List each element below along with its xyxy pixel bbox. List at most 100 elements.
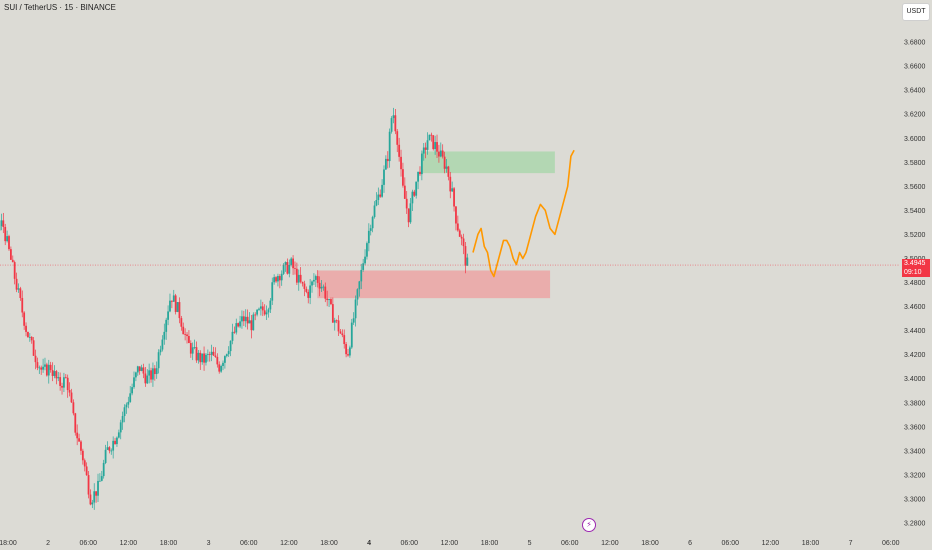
candle-body xyxy=(23,312,26,326)
candle-body xyxy=(172,295,175,302)
candle-body xyxy=(51,369,54,376)
time-tick-label: 06:00 xyxy=(79,540,97,547)
candle-body xyxy=(311,281,313,286)
currency-button[interactable]: USDT xyxy=(902,3,930,21)
candle-body xyxy=(218,364,221,372)
price-tick-label: 3.6400 xyxy=(904,88,926,95)
candle-body xyxy=(409,203,412,223)
candle-body xyxy=(254,314,257,316)
candle-body xyxy=(216,356,219,365)
candle-body xyxy=(34,355,37,363)
candle-body xyxy=(403,185,406,199)
candle-body xyxy=(419,171,421,175)
candle-body xyxy=(25,325,27,332)
price-tick-label: 3.3000 xyxy=(904,496,926,503)
candle-body xyxy=(258,308,260,310)
candle-body xyxy=(303,283,306,289)
candle-body xyxy=(280,273,283,281)
candle-body xyxy=(326,298,329,301)
candle-body xyxy=(55,371,58,379)
candle-body xyxy=(6,236,9,242)
candle-body xyxy=(396,131,399,145)
candle-body xyxy=(201,353,204,363)
candle-body xyxy=(415,181,418,196)
candle-body xyxy=(28,336,31,338)
candle-body xyxy=(32,340,35,356)
candle-body xyxy=(102,462,105,477)
candle-body xyxy=(400,156,402,170)
time-tick-label: 18:00 xyxy=(160,540,178,547)
time-tick-label: 12:00 xyxy=(762,540,780,547)
candle-body xyxy=(203,353,205,363)
time-axis[interactable]: 18:00 2 06:00 12:00 18:00 3 06:00 12:00 18:00 4 06… xyxy=(0,540,900,547)
candle-body xyxy=(150,370,152,380)
price-tick-label: 3.3200 xyxy=(904,472,926,479)
candle-body xyxy=(212,351,215,356)
price-tick-label: 3.4800 xyxy=(904,280,926,287)
candle-body xyxy=(178,302,181,319)
price-tick-label: 3.6200 xyxy=(904,112,926,119)
candle-body xyxy=(261,306,264,311)
candle-body xyxy=(225,354,228,357)
candle-body xyxy=(447,166,450,177)
price-axis[interactable]: 3.70003.68003.66003.64003.62003.60003.58… xyxy=(904,16,926,528)
candle-body xyxy=(320,286,323,289)
candle-body xyxy=(362,263,365,270)
candle-body xyxy=(339,331,342,334)
candle-body xyxy=(89,494,92,505)
candle-body xyxy=(392,115,395,119)
candle-body xyxy=(252,314,255,331)
lightning-icon[interactable]: ⚡ xyxy=(582,518,596,532)
candle-body xyxy=(297,274,300,283)
candle-body xyxy=(4,226,7,242)
candle-body xyxy=(449,176,452,192)
time-tick-label: 12:00 xyxy=(120,540,138,547)
candle-body xyxy=(259,306,262,309)
candle-body xyxy=(460,236,463,239)
symbol-title[interactable]: SUI / TetherUS · 15 · BINANCE xyxy=(4,3,116,12)
zones-layer xyxy=(317,151,555,299)
time-tick-label: 06:00 xyxy=(721,540,739,547)
candle-body xyxy=(373,205,376,218)
candle-body xyxy=(129,393,132,402)
price-tick-label: 3.4600 xyxy=(904,304,926,311)
candle-body xyxy=(112,440,115,451)
candle-body xyxy=(197,352,200,361)
time-tick-label: 06:00 xyxy=(561,540,579,547)
time-tick-label: 18:00 xyxy=(0,540,17,547)
overlays-layer xyxy=(0,149,900,278)
candle-body xyxy=(263,310,266,315)
candle-body xyxy=(21,298,24,313)
candle-body xyxy=(170,300,173,302)
candle-body xyxy=(301,281,304,284)
candle-body xyxy=(341,333,344,336)
candle-body xyxy=(169,300,171,312)
candle-body xyxy=(108,447,111,451)
candle-body xyxy=(66,377,69,391)
candle-body xyxy=(100,476,103,481)
candle-body xyxy=(87,475,90,495)
candle-body xyxy=(445,166,448,169)
time-tick-label: 06:00 xyxy=(400,540,418,547)
candle-body xyxy=(114,440,116,445)
candle-body xyxy=(131,387,134,394)
candle-body xyxy=(235,323,238,333)
candle-body xyxy=(85,466,88,476)
candle-body xyxy=(458,230,461,237)
time-tick-label: 18:00 xyxy=(481,540,499,547)
candle-body xyxy=(27,331,29,338)
candle-body xyxy=(38,367,41,369)
candle-body xyxy=(343,335,346,345)
candle-body xyxy=(127,401,130,405)
candle-body xyxy=(451,188,454,192)
candle-body xyxy=(275,277,277,282)
candle-body xyxy=(269,300,272,310)
candle-body xyxy=(345,344,348,355)
candle-body xyxy=(233,331,236,333)
candle-body xyxy=(273,277,276,283)
candle-body xyxy=(438,151,440,157)
price-tick-label: 3.4200 xyxy=(904,352,926,359)
current-price-tag: 3.4945 09:10 xyxy=(902,259,930,277)
